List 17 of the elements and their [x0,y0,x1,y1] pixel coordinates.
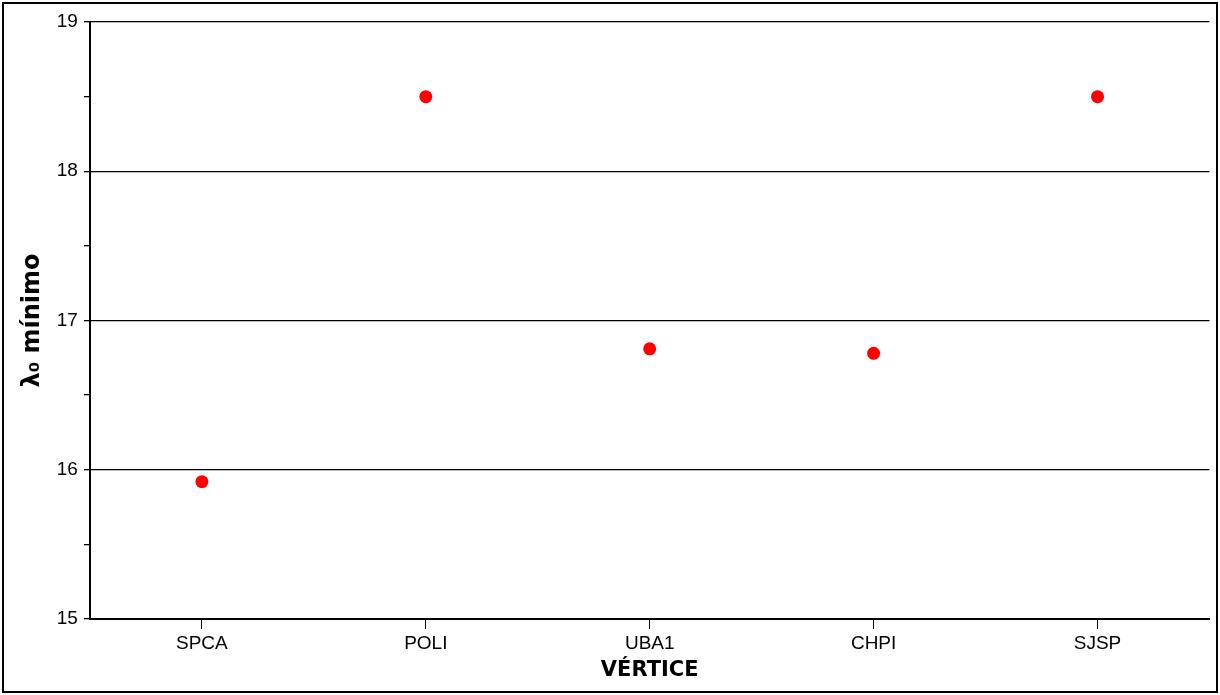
y-tick-label: 16 [56,457,78,479]
point [195,475,209,489]
point [419,90,433,104]
y-tick-label: 18 [56,159,78,181]
point [867,346,881,360]
point [1091,90,1105,104]
y-tick-label: 15 [56,607,78,629]
point [643,342,657,356]
x-tick-label: UBA1 [624,631,675,653]
x-tick-label: POLI [404,631,448,653]
x-tick-label: CHPI [850,631,897,653]
x-axis-title: VÉRTICE [600,655,699,681]
y-tick-label: 17 [56,308,78,330]
y-axis-title: λ₀ mínimo [16,253,45,388]
x-tick-label: SPCA [176,631,229,653]
x-tick-label: SJSP [1073,631,1122,653]
y-tick-label: 19 [56,10,78,32]
